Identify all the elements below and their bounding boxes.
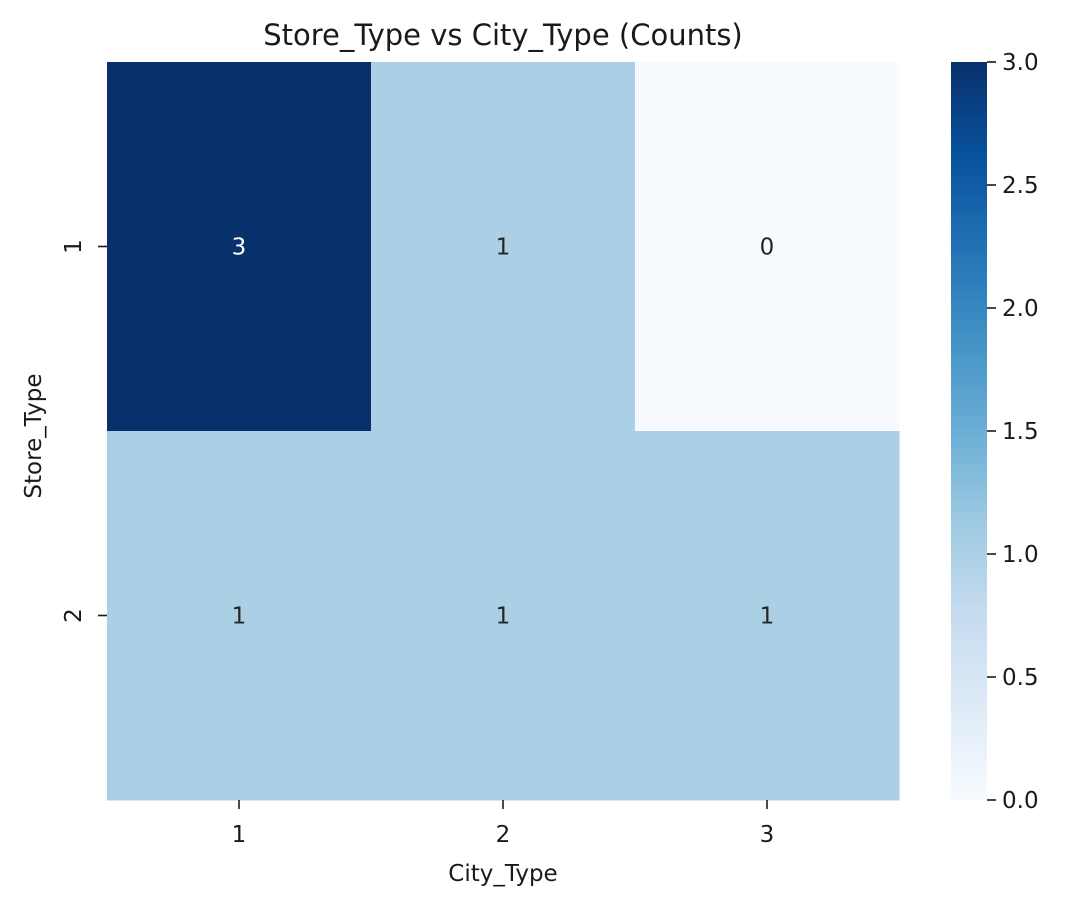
heatmap-cell [371,62,636,432]
heatmap-cell [107,431,372,801]
x-tick-label: 1 [232,822,247,848]
colorbar-tick-label: 2.5 [1002,173,1039,199]
colorbar-tick-label: 0.0 [1002,788,1039,814]
y-tick-label: 2 [61,608,87,623]
heatmap-cell [107,62,372,432]
heatmap-cell [635,62,900,432]
heatmap-cell-labels: 3 1 0 1 1 1 [232,235,775,630]
cell-value-label: 1 [760,604,775,630]
cell-value-label: 1 [496,235,511,261]
heatmap-cell [635,431,900,801]
chart-title: Store_Type vs City_Type (Counts) [263,18,743,52]
heatmap-cell [371,431,636,801]
colorbar [951,62,987,800]
y-tick-label: 1 [61,239,87,254]
colorbar-tick-label: 1.0 [1002,542,1039,568]
cell-value-label: 1 [496,604,511,630]
colorbar-tick-label: 1.5 [1002,419,1039,445]
x-tick-label: 3 [760,822,775,848]
y-axis-label: Store_Type [21,373,47,498]
colorbar-axis: 0.0 0.5 1.0 1.5 2.0 2.5 3.0 [987,50,1039,814]
colorbar-tick-label: 3.0 [1002,50,1039,76]
cell-value-label: 3 [232,235,247,261]
x-tick-label: 2 [496,822,511,848]
x-axis-label: City_Type [448,861,557,887]
x-axis: 1 2 3 [232,800,775,848]
cell-value-label: 0 [760,235,775,261]
y-axis: 12 [61,239,107,623]
cell-value-label: 1 [232,604,247,630]
heatmap-cells [107,62,900,801]
colorbar-tick-label: 2.0 [1002,296,1039,322]
colorbar-tick-label: 0.5 [1002,665,1039,691]
